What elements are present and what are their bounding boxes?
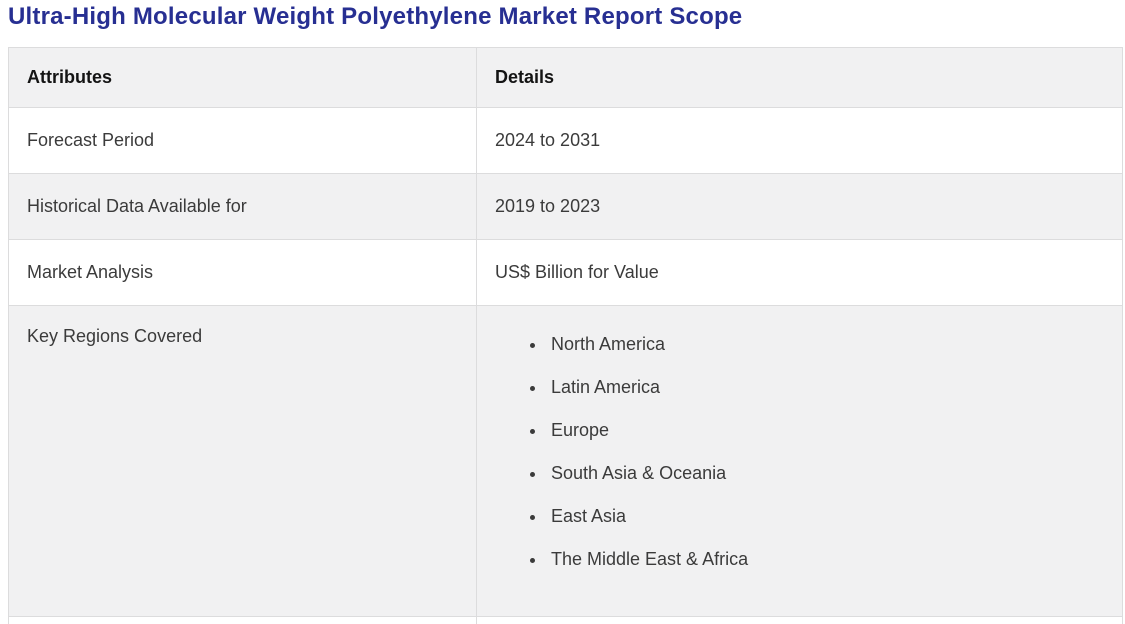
table-row-key-regions: Key Regions Covered North America Latin …: [8, 305, 1123, 617]
detail-cell: [476, 616, 1123, 624]
region-item: Latin America: [547, 375, 1122, 400]
header-cell-details: Details: [476, 47, 1123, 108]
attribute-cell: Key Regions Covered: [8, 305, 477, 617]
detail-cell: 2019 to 2023: [476, 173, 1123, 240]
region-item: East Asia: [547, 504, 1122, 529]
report-scope-table: Attributes Details Forecast Period 2024 …: [8, 47, 1123, 624]
detail-cell: 2024 to 2031: [476, 107, 1123, 174]
region-item: The Middle East & Africa: [547, 547, 1122, 572]
table-header-row: Attributes Details: [8, 47, 1123, 108]
attribute-cell: [8, 616, 477, 624]
region-item: South Asia & Oceania: [547, 461, 1122, 486]
region-item: North America: [547, 332, 1122, 357]
attribute-cell: Historical Data Available for: [8, 173, 477, 240]
detail-cell: North America Latin America Europe South…: [476, 305, 1123, 617]
attribute-cell: Market Analysis: [8, 239, 477, 306]
table-row-clipped: [8, 616, 1123, 624]
header-cell-attributes: Attributes: [8, 47, 477, 108]
detail-cell: US$ Billion for Value: [476, 239, 1123, 306]
table-row-historical-data: Historical Data Available for 2019 to 20…: [8, 173, 1123, 240]
table-row-market-analysis: Market Analysis US$ Billion for Value: [8, 239, 1123, 306]
region-item: Europe: [547, 418, 1122, 443]
regions-list: North America Latin America Europe South…: [495, 332, 1122, 572]
table-row-forecast-period: Forecast Period 2024 to 2031: [8, 107, 1123, 174]
page-title: Ultra-High Molecular Weight Polyethylene…: [8, 3, 743, 30]
attribute-cell: Forecast Period: [8, 107, 477, 174]
